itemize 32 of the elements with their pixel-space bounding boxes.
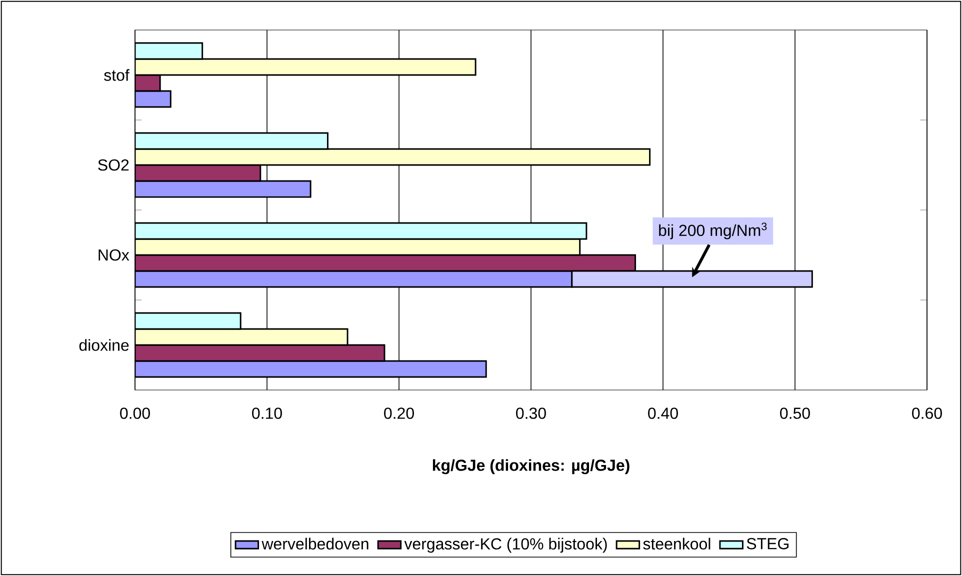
legend-label: wervelbedoven [262,538,368,550]
bar [135,344,386,362]
legend-label: vergasser-KC (10% bijstook) [404,538,607,553]
legend-label: STEG [746,538,788,550]
x-tick-label: 0.60 [912,408,942,419]
y-tick-label: stof [104,69,130,81]
x-tick-label: 0.00 [120,408,150,419]
bar [135,58,476,76]
y-tick-label: SO2 [98,159,129,171]
bar [135,180,312,198]
y-tick-label: dioxine [79,339,129,351]
bar [135,238,581,256]
bar [135,42,204,60]
x-tick-label: 0.10 [252,408,282,419]
bar [135,164,262,182]
bar [135,148,651,166]
x-tick-label: 0.50 [780,408,810,419]
annotation: bij 200 mg/Nm$^{3}$ [659,222,767,240]
bar [135,222,588,240]
x-tick-label: 0.30 [516,408,546,419]
bar [135,328,348,346]
bar [135,254,636,272]
bar [135,132,328,150]
x-axis-title: kg/GJe (dioxines: µg/GJe) [432,459,630,474]
y-tick-label: NOx [98,249,130,261]
x-tick-label: 0.20 [384,408,414,419]
bar [135,270,573,288]
legend-label: steenkool [643,538,710,550]
x-tick-label: 0.40 [648,408,678,419]
bar [135,312,242,330]
bar [135,360,487,378]
bar [135,74,161,92]
